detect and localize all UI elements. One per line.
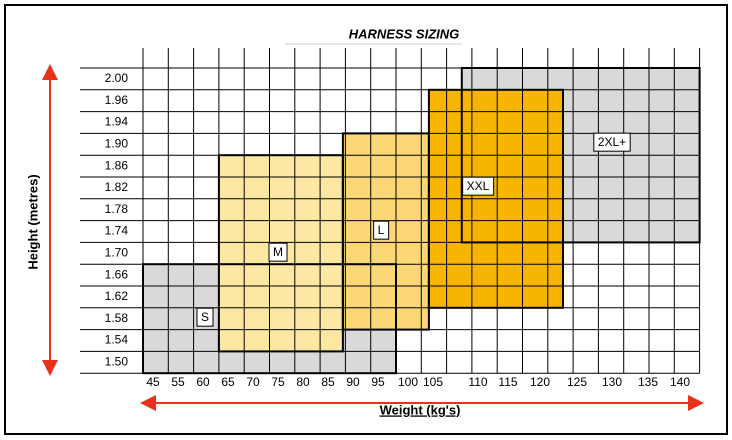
zone-border — [217, 154, 344, 353]
zone-label-box — [196, 307, 214, 327]
zone-borders — [142, 67, 701, 375]
x-tick-label: 125 — [567, 375, 587, 389]
x-tick-label: 100 — [398, 375, 418, 389]
y-tick-label: 1.74 — [105, 224, 129, 238]
zone-label-box — [268, 242, 288, 262]
x-tick-label: 75 — [271, 375, 285, 389]
x-tick-label: 115 — [498, 375, 517, 389]
zone-label: S — [201, 310, 209, 324]
x-tick-label: 45 — [146, 375, 160, 389]
y-tick-label: 1.90 — [105, 136, 129, 150]
y-tick-label: 1.78 — [105, 202, 129, 216]
y-tick-label: 1.58 — [105, 311, 129, 325]
x-tick-label: 120 — [530, 375, 550, 389]
zones — [143, 68, 700, 374]
x-tick-label: 95 — [371, 375, 385, 389]
labels: S 2XL+ XXL L M 2.00 1.96 1.94 1.90 1.86 1.82 1.78 1.… — [105, 71, 691, 389]
y-tick-label: 1.62 — [105, 289, 129, 303]
x-tick-label: 60 — [196, 375, 210, 389]
zone-border — [142, 263, 397, 375]
x-axis-label: Weight (kg's) — [380, 402, 461, 417]
zone-label: M — [273, 245, 283, 259]
zone-label: XXL — [467, 179, 490, 193]
x-tick-label: 135 — [638, 375, 658, 389]
x-tick-label: 105 — [423, 375, 443, 389]
y-axis-label: Height (metres) — [25, 174, 40, 269]
y-tick-label: 1.94 — [105, 115, 129, 129]
zone-label-box — [373, 220, 390, 240]
y-tick-label: 1.50 — [105, 354, 129, 368]
y-tick-label: 1.96 — [105, 93, 129, 107]
x-tick-label: 65 — [221, 375, 235, 389]
zone-label: L — [378, 223, 385, 237]
y-tick-label: 1.54 — [105, 333, 129, 347]
x-tick-label: 85 — [321, 375, 335, 389]
x-tick-label: 80 — [296, 375, 310, 389]
x-tick-label: 130 — [602, 375, 622, 389]
y-tick-label: 1.70 — [105, 245, 129, 259]
y-tick-label: 2.00 — [105, 71, 129, 85]
x-tick-label: 70 — [246, 375, 260, 389]
y-tick-label: 1.86 — [105, 158, 129, 172]
zone-label-box — [462, 176, 495, 196]
zone-label: 2XL+ — [598, 135, 626, 149]
zone-border — [460, 67, 701, 244]
x-tick-label: 90 — [346, 375, 360, 389]
x-tick-label: 110 — [468, 375, 487, 389]
frame — [4, 4, 728, 435]
x-tick-label: 140 — [670, 375, 690, 389]
y-tick-label: 1.82 — [105, 180, 129, 194]
x-tick-label: 55 — [171, 375, 185, 389]
chart-title: HARNESS SIZING — [349, 26, 460, 41]
y-tick-label: 1.66 — [105, 267, 129, 281]
zone-label-box — [593, 132, 631, 152]
